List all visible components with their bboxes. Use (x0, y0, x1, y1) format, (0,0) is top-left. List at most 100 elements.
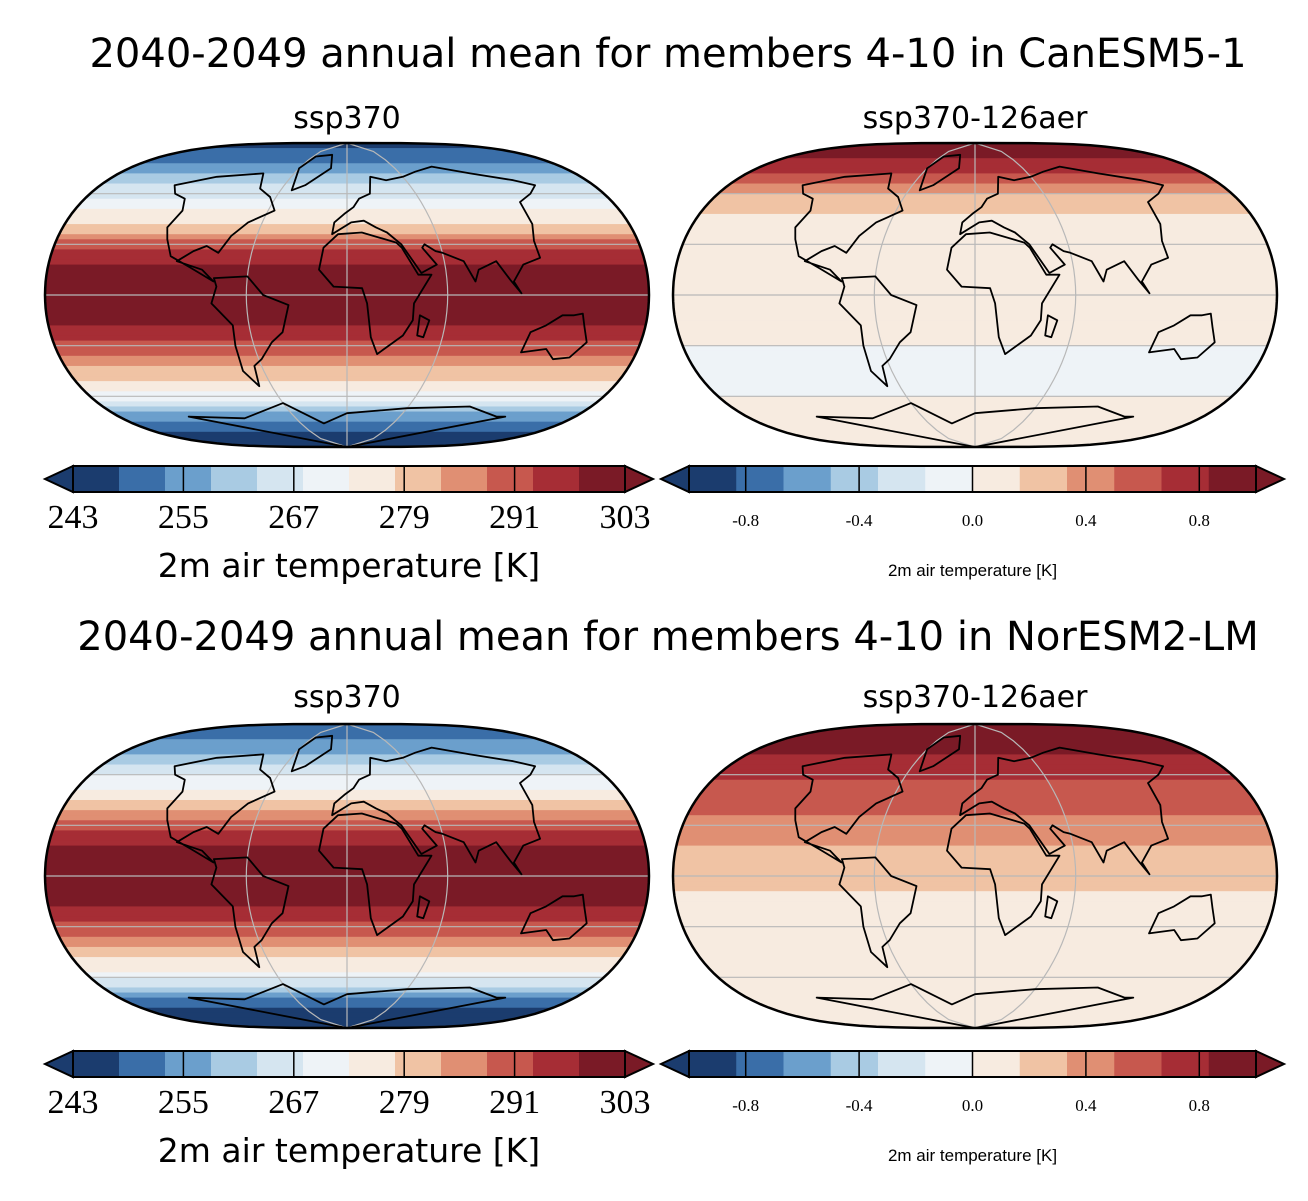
coastlines-0 (166, 153, 588, 447)
map-panel-0: ssp370 243 255 267 279 291 303 2m air temperatu… (42, 101, 656, 585)
colorbar-extend-high (624, 1049, 656, 1079)
colorbar-segment (257, 1051, 304, 1077)
colorbar-segment (487, 466, 534, 492)
colorbar-label: 2m air temperature [K] (158, 1131, 540, 1170)
coast-africa (946, 812, 1061, 936)
colorbar-segment (878, 466, 926, 492)
colorbar-segment (1114, 466, 1162, 492)
colorbar-segment (689, 1051, 737, 1077)
coast-northAmerica (794, 172, 904, 283)
colorbar-segment (441, 1051, 488, 1077)
coast-madagascar (1044, 314, 1059, 339)
colorbar-segment (1114, 1051, 1162, 1077)
coast-antarctica (187, 983, 507, 1028)
colorbar-segment (830, 466, 879, 492)
colorbar-segment (257, 466, 304, 492)
colorbar-tick-label: 303 (600, 1084, 651, 1121)
coast-antarctica (815, 402, 1135, 447)
colorbar-label: 2m air temperature [K] (158, 546, 540, 585)
colorbar-label: 2m air temperature [K] (888, 1146, 1057, 1165)
coast-eurasia (959, 746, 1169, 876)
colorbar-segment (395, 1051, 442, 1077)
colorbar-tick-label: 255 (158, 499, 209, 536)
colorbar-segment (533, 1051, 580, 1077)
colorbar-extend-high (1255, 464, 1287, 494)
coast-eurasia (331, 746, 541, 876)
colorbar-segment (1208, 1051, 1257, 1077)
colorbar-tick-label: 303 (600, 499, 651, 536)
colorbar-1: -0.8 -0.4 0.0 0.4 0.8 2m air temperature [K] (658, 464, 1287, 580)
coast-southAmerica (838, 856, 918, 969)
colorbar-extend-low (658, 1049, 690, 1079)
coast-australia (520, 312, 588, 361)
colorbar-segment (736, 1051, 784, 1077)
coast-australia (1148, 312, 1216, 361)
coast-northAmerica (166, 172, 276, 283)
colorbar-tick-label: -0.4 (846, 1096, 873, 1115)
colorbar-extend-low (658, 464, 690, 494)
colorbar-segment (972, 466, 1021, 492)
map-boundary (43, 722, 651, 1030)
colorbar-segment (783, 1051, 832, 1077)
colorbar-tick-label: 0.4 (1075, 511, 1097, 530)
panel-title: ssp370 (293, 680, 401, 715)
colorbar-tick-label: -0.8 (732, 511, 759, 530)
colorbar-segment (303, 466, 350, 492)
coast-greenland (918, 734, 962, 773)
coast-greenland (290, 153, 334, 192)
coast-madagascar (1044, 895, 1059, 920)
colorbar-segment (736, 466, 784, 492)
map-panel-3: ssp370-126aer -0.8 -0.4 0.0 0.4 0.8 2m air tem… (658, 680, 1287, 1165)
coast-africa (318, 231, 433, 356)
colorbar-segment (165, 1051, 212, 1077)
colorbar-tick-label: 0.4 (1075, 1096, 1097, 1115)
colorbar-segment (878, 1051, 926, 1077)
graticule-1 (673, 143, 1277, 447)
coast-northAmerica (794, 753, 904, 864)
colorbar-tick-label: 255 (158, 1084, 209, 1121)
colorbar-tick-label: 279 (379, 499, 430, 536)
colorbar-tick-label: 291 (489, 499, 540, 536)
colorbar-3: -0.8 -0.4 0.0 0.4 0.8 2m air temperature [K] (658, 1049, 1287, 1165)
coast-antarctica (815, 983, 1135, 1028)
colorbar-segment (1019, 1051, 1068, 1077)
colorbar-segment (925, 466, 973, 492)
map-panel-1: ssp370-126aer -0.8 -0.4 0.0 0.4 0.8 2m air tem… (658, 101, 1287, 580)
colorbar-tick-label: 279 (379, 1084, 430, 1121)
colorbar-tick-label: 267 (268, 1084, 319, 1121)
panel-title: ssp370-126aer (863, 101, 1088, 136)
colorbar-tick-label: 267 (268, 499, 319, 536)
colorbar-tick-label: 0.8 (1189, 511, 1210, 530)
colorbar-segment (73, 1051, 120, 1077)
coast-eurasia (331, 165, 541, 295)
colorbar-segment (165, 466, 212, 492)
colorbar-segment (349, 466, 396, 492)
coast-eurasia (959, 165, 1169, 295)
colorbar-segment (1067, 466, 1115, 492)
map-boundary (671, 141, 1279, 449)
colorbar-segment (830, 1051, 879, 1077)
graticule-0 (45, 143, 649, 447)
colorbar-segment (119, 1051, 166, 1077)
colorbar-extend-high (624, 464, 656, 494)
colorbar-tick-label: 0.0 (962, 511, 983, 530)
graticule-2 (45, 724, 649, 1028)
colorbar-segment (73, 466, 120, 492)
colorbar-0: 243 255 267 279 291 303 2m air temperature [K] (42, 464, 656, 585)
colorbar-segment (689, 466, 737, 492)
colorbar-segment (119, 466, 166, 492)
colorbar-2: 243 255 267 279 291 303 2m air temperature [K] (42, 1049, 656, 1170)
colorbar-segment (579, 1051, 626, 1077)
panel-title: ssp370-126aer (863, 680, 1088, 715)
colorbar-segment (783, 466, 832, 492)
colorbar-segment (303, 1051, 350, 1077)
colorbar-segment (533, 466, 580, 492)
coast-madagascar (416, 895, 431, 920)
map-boundary (671, 722, 1279, 1030)
panel-title: ssp370 (293, 101, 401, 136)
colorbar-segment (487, 1051, 534, 1077)
colorbar-tick-label: 243 (48, 499, 99, 536)
colorbar-extend-low (42, 464, 74, 494)
coast-australia (1148, 893, 1216, 942)
